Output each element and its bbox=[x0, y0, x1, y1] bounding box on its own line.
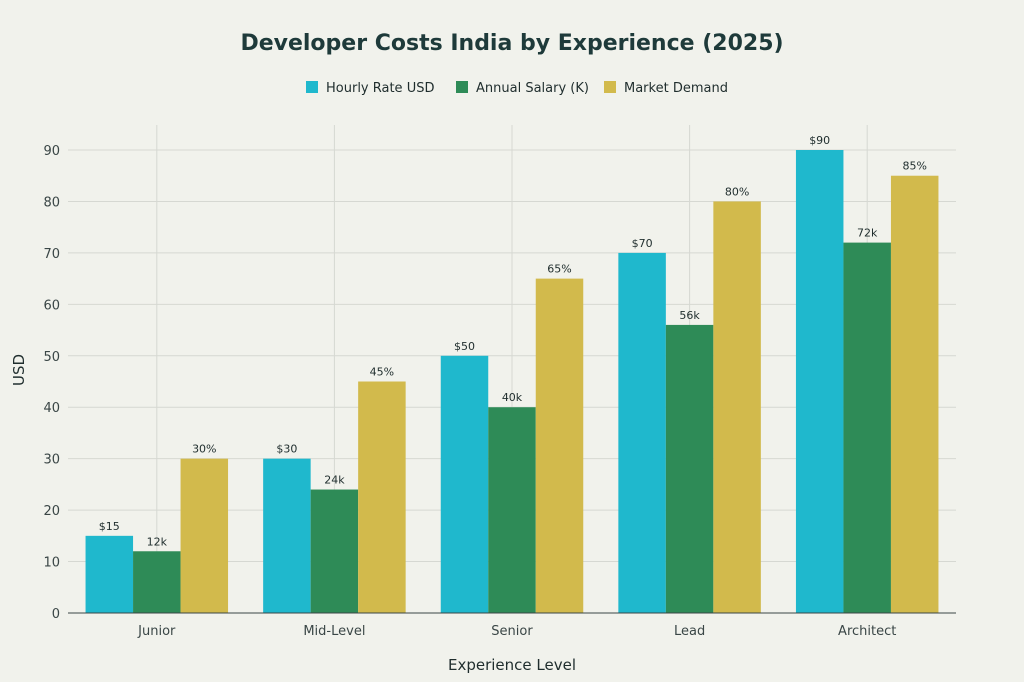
bar-lead-2 bbox=[713, 201, 761, 613]
data-label: 72k bbox=[857, 227, 878, 240]
x-tick-label: Senior bbox=[491, 624, 533, 639]
x-tick-label: Architect bbox=[838, 624, 896, 639]
legend-swatch bbox=[456, 81, 468, 93]
data-label: $50 bbox=[454, 340, 475, 353]
data-label: $90 bbox=[809, 134, 830, 147]
y-tick-label: 70 bbox=[43, 247, 60, 262]
bar-senior-2 bbox=[535, 278, 584, 613]
bar-architect-0 bbox=[795, 150, 844, 613]
bar-lead-1 bbox=[665, 324, 714, 613]
bar-junior-0 bbox=[85, 535, 134, 613]
y-tick-label: 40 bbox=[43, 401, 60, 416]
legend-label: Hourly Rate USD bbox=[326, 81, 434, 96]
y-tick-label: 50 bbox=[43, 350, 60, 365]
bar-mid-level-1 bbox=[310, 489, 359, 613]
y-axis-title: USD bbox=[10, 354, 28, 386]
data-label: 45% bbox=[370, 366, 394, 379]
data-label: $15 bbox=[99, 520, 120, 533]
bar-lead-0 bbox=[618, 252, 666, 613]
bar-junior-2 bbox=[180, 458, 229, 613]
bar-mid-level-2 bbox=[358, 381, 406, 613]
data-label: 40k bbox=[502, 391, 523, 404]
bar-junior-1 bbox=[133, 551, 181, 613]
x-tick-label: Mid-Level bbox=[303, 624, 365, 639]
data-label: 85% bbox=[902, 160, 926, 173]
data-label: 56k bbox=[679, 309, 700, 322]
y-tick-label: 20 bbox=[43, 504, 60, 519]
legend-swatch bbox=[306, 81, 318, 93]
legend-label: Annual Salary (K) bbox=[476, 81, 589, 96]
x-tick-label: Lead bbox=[674, 624, 705, 639]
y-tick-label: 90 bbox=[43, 144, 60, 159]
legend: Hourly Rate USD Annual Salary (K) Market D… bbox=[306, 81, 728, 96]
y-tick-label: 60 bbox=[43, 298, 60, 313]
data-label: 12k bbox=[147, 535, 168, 548]
data-labels-layer: $15 $30 $50 $70 $90 12k 24k 40k 56k 72k 30% 45% 65% 8… bbox=[99, 134, 927, 548]
x-axis-title: Experience Level bbox=[448, 656, 576, 674]
data-label: 24k bbox=[324, 474, 345, 487]
bar-mid-level-0 bbox=[263, 458, 311, 613]
y-tick-label: 80 bbox=[43, 195, 60, 210]
axis-layer: 0 10 20 30 40 50 60 70 80 90 Junior Mid-Level Senior… bbox=[43, 144, 956, 639]
x-tick-label: Junior bbox=[137, 624, 176, 639]
y-tick-label: 10 bbox=[43, 556, 60, 571]
bar-senior-1 bbox=[488, 407, 536, 613]
legend-swatch bbox=[604, 81, 616, 93]
data-label: 65% bbox=[547, 263, 571, 276]
data-label: $70 bbox=[632, 237, 653, 250]
bars-layer bbox=[85, 150, 939, 613]
bar-senior-0 bbox=[440, 355, 489, 613]
chart-title: Developer Costs India by Experience (202… bbox=[240, 31, 783, 56]
data-label: 30% bbox=[192, 443, 216, 456]
legend-label: Market Demand bbox=[624, 81, 728, 96]
data-label: $30 bbox=[276, 443, 297, 456]
data-label: 80% bbox=[725, 185, 749, 198]
bar-architect-2 bbox=[890, 175, 939, 613]
bar-architect-1 bbox=[843, 242, 891, 613]
y-tick-label: 0 bbox=[52, 607, 60, 622]
y-tick-label: 30 bbox=[43, 453, 60, 468]
